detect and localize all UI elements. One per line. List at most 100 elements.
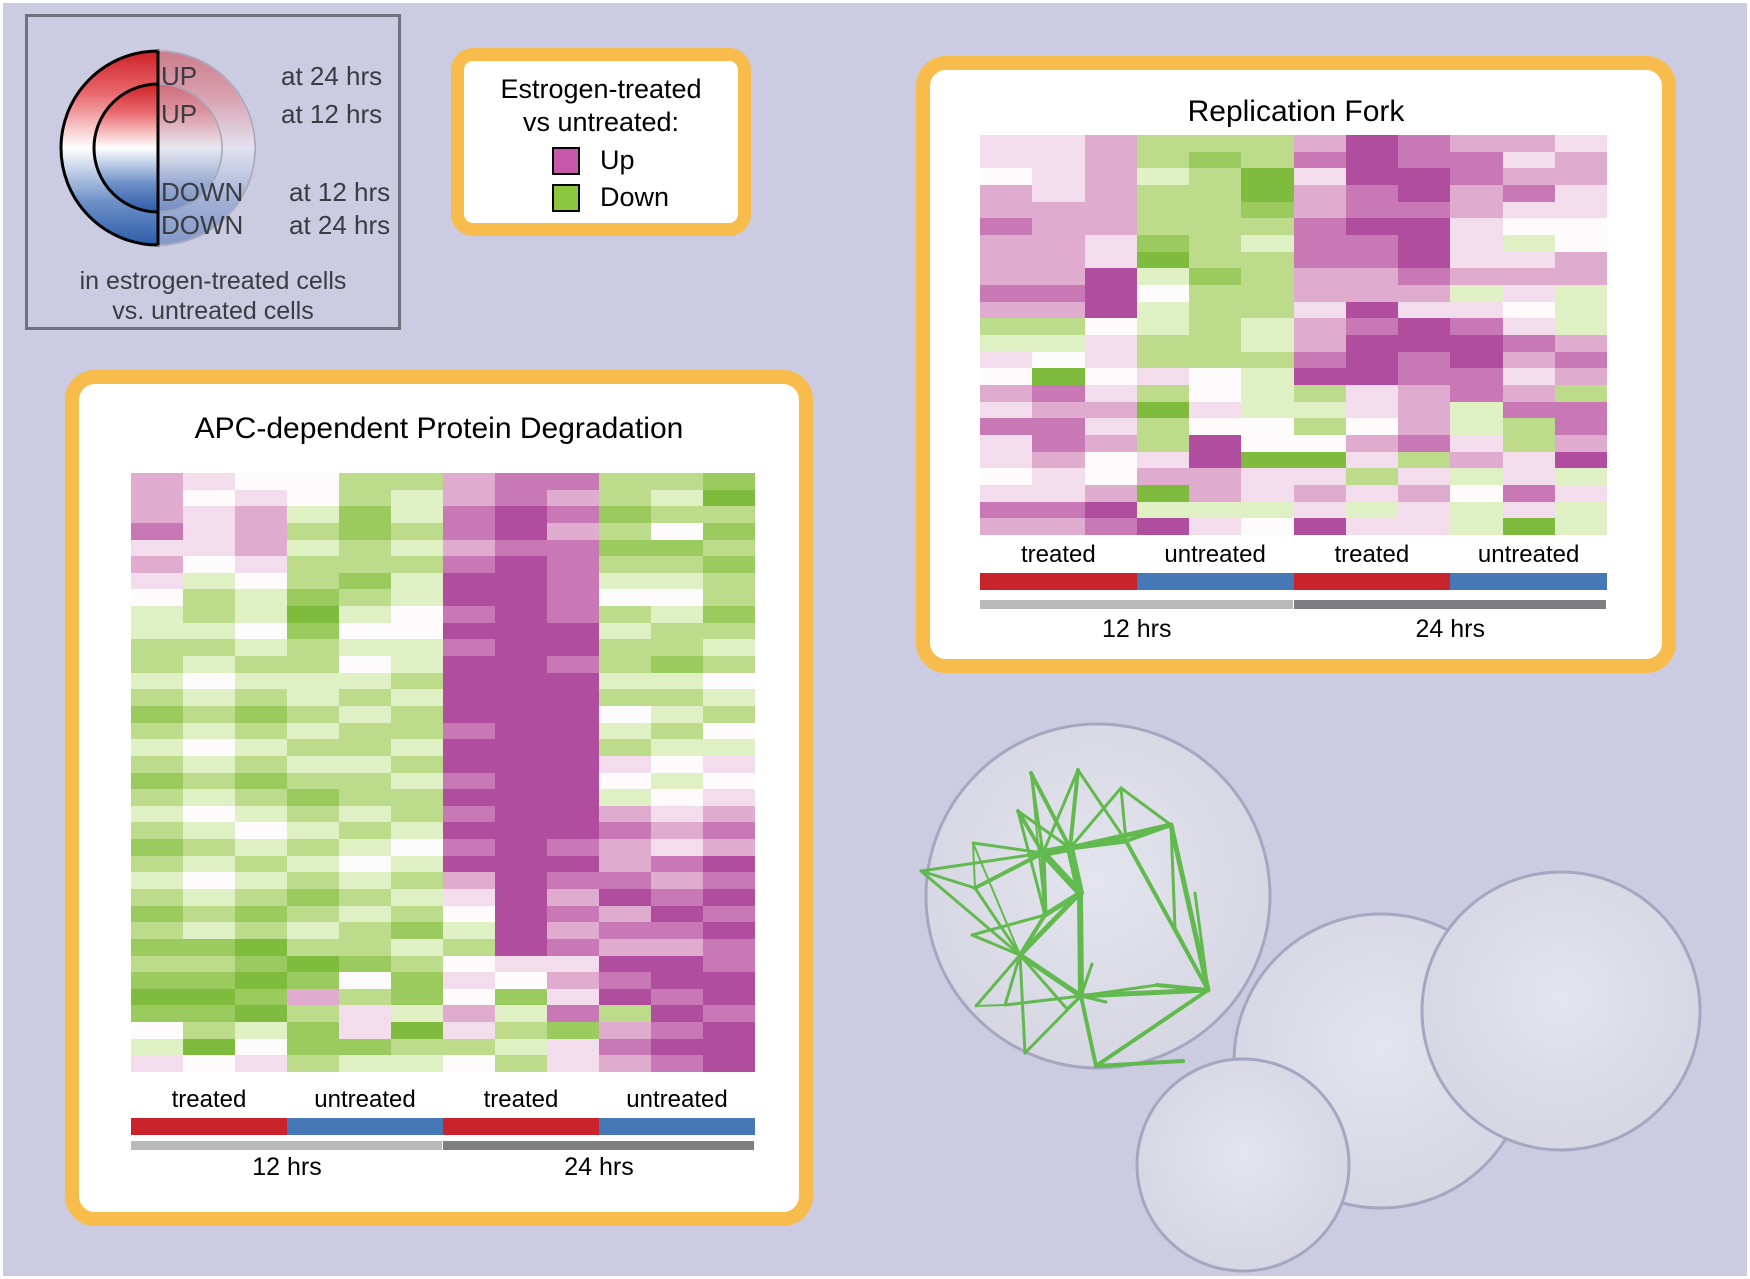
- heat-cell: [1450, 218, 1503, 236]
- heat-cell: [287, 1055, 339, 1073]
- heat-cell: [1450, 518, 1503, 536]
- heat-cell: [391, 755, 443, 773]
- heat-cell: [391, 972, 443, 989]
- heat-cell: [1136, 385, 1189, 402]
- heat-cell: [391, 922, 443, 939]
- heat-cell: [1450, 151, 1503, 169]
- heat-cell: [287, 606, 339, 623]
- heat-cell: [183, 922, 235, 939]
- heat-cell: [183, 556, 235, 573]
- rf-group-label-3: untreated: [1477, 541, 1580, 568]
- network-edge: [1017, 952, 1084, 999]
- heat-cell: [287, 872, 339, 889]
- heat-cell: [443, 955, 495, 973]
- heat-cell: [1189, 218, 1242, 236]
- heat-cell: [1398, 285, 1451, 302]
- heat-cell: [599, 489, 651, 507]
- heat-cell: [339, 1055, 391, 1073]
- heat-cell: [131, 556, 183, 573]
- rf-treated-bar: [1293, 573, 1451, 590]
- heat-cell: [1032, 501, 1085, 519]
- heat-cell: [235, 656, 287, 673]
- heat-cell: [1345, 185, 1398, 202]
- heat-cell: [391, 473, 443, 490]
- heat-cell: [651, 556, 703, 573]
- heat-cell: [443, 1005, 495, 1023]
- heat-cell: [391, 822, 443, 840]
- heat-cell: [1554, 401, 1607, 419]
- heat-cell: [547, 556, 599, 573]
- heat-cell: [235, 689, 287, 706]
- heat-cell: [1293, 218, 1346, 236]
- heat-cell: [1450, 285, 1503, 302]
- heat-cell: [1084, 368, 1137, 386]
- heat-cell: [183, 872, 235, 889]
- heat-cell: [391, 1022, 443, 1039]
- heat-cell: [1136, 135, 1189, 152]
- heat-cell: [443, 805, 495, 823]
- network-edge: [1016, 809, 1047, 917]
- heat-cell: [651, 1022, 703, 1039]
- heat-cell: [391, 722, 443, 740]
- heat-cell: [1398, 201, 1451, 219]
- heat-cell: [443, 1055, 495, 1073]
- heat-cell: [1241, 268, 1294, 286]
- heat-cell: [651, 872, 703, 889]
- heat-cell: [1450, 318, 1503, 336]
- network-edge: [970, 933, 1022, 957]
- heat-cell: [703, 839, 755, 856]
- heat-cell: [1136, 268, 1189, 286]
- heat-cell: [443, 606, 495, 623]
- heat-cell: [1450, 301, 1503, 319]
- heat-cell: [599, 922, 651, 939]
- heat-cell: [339, 789, 391, 806]
- heat-cell: [1502, 335, 1555, 352]
- down-color-swatch: [552, 183, 580, 212]
- heat-cell: [495, 755, 547, 773]
- heat-cell: [131, 739, 183, 756]
- heat-cell: [1189, 451, 1242, 469]
- heat-cell: [391, 805, 443, 823]
- heat-cell: [703, 705, 755, 723]
- network-edge: [1067, 822, 1174, 851]
- heat-cell: [443, 622, 495, 640]
- apc-untreated-bar: [599, 1118, 755, 1135]
- heat-cell: [183, 622, 235, 640]
- heat-cell: [339, 755, 391, 773]
- heat-cell: [599, 839, 651, 856]
- network-edge: [1029, 771, 1072, 850]
- heat-cell: [1241, 468, 1294, 486]
- heat-cell: [1241, 185, 1294, 202]
- heat-cell: [599, 972, 651, 989]
- heat-cell: [443, 489, 495, 507]
- heat-cell: [495, 1022, 547, 1039]
- legend-down-12-word: DOWN: [161, 177, 244, 207]
- heat-cell: [1345, 501, 1398, 519]
- heat-cell: [495, 639, 547, 657]
- heat-cell: [235, 1055, 287, 1073]
- heat-cell: [495, 855, 547, 873]
- heat-cell: [980, 385, 1033, 402]
- heat-cell: [391, 606, 443, 623]
- heat-cell: [651, 839, 703, 856]
- heat-cell: [1450, 485, 1503, 502]
- heat-cell: [651, 539, 703, 557]
- heat-cell: [131, 755, 183, 773]
- heat-cell: [1450, 185, 1503, 202]
- heat-cell: [703, 938, 755, 956]
- heat-cell: [495, 589, 547, 607]
- heat-cell: [1084, 401, 1137, 419]
- heat-cell: [391, 955, 443, 973]
- heat-cell: [1032, 318, 1085, 336]
- heat-cell: [443, 822, 495, 840]
- heat-cell: [1345, 518, 1398, 536]
- heat-cell: [1398, 485, 1451, 502]
- cluster-circle-micro: [1420, 870, 1702, 1152]
- heat-cell: [1032, 268, 1085, 286]
- estrogen-legend-box: Estrogen-treated vs untreated: Up Down: [451, 48, 751, 236]
- network-edge: [1039, 844, 1074, 857]
- heat-cell: [1345, 201, 1398, 219]
- heat-cell: [1502, 485, 1555, 502]
- heat-cell: [651, 506, 703, 523]
- heat-cell: [599, 622, 651, 640]
